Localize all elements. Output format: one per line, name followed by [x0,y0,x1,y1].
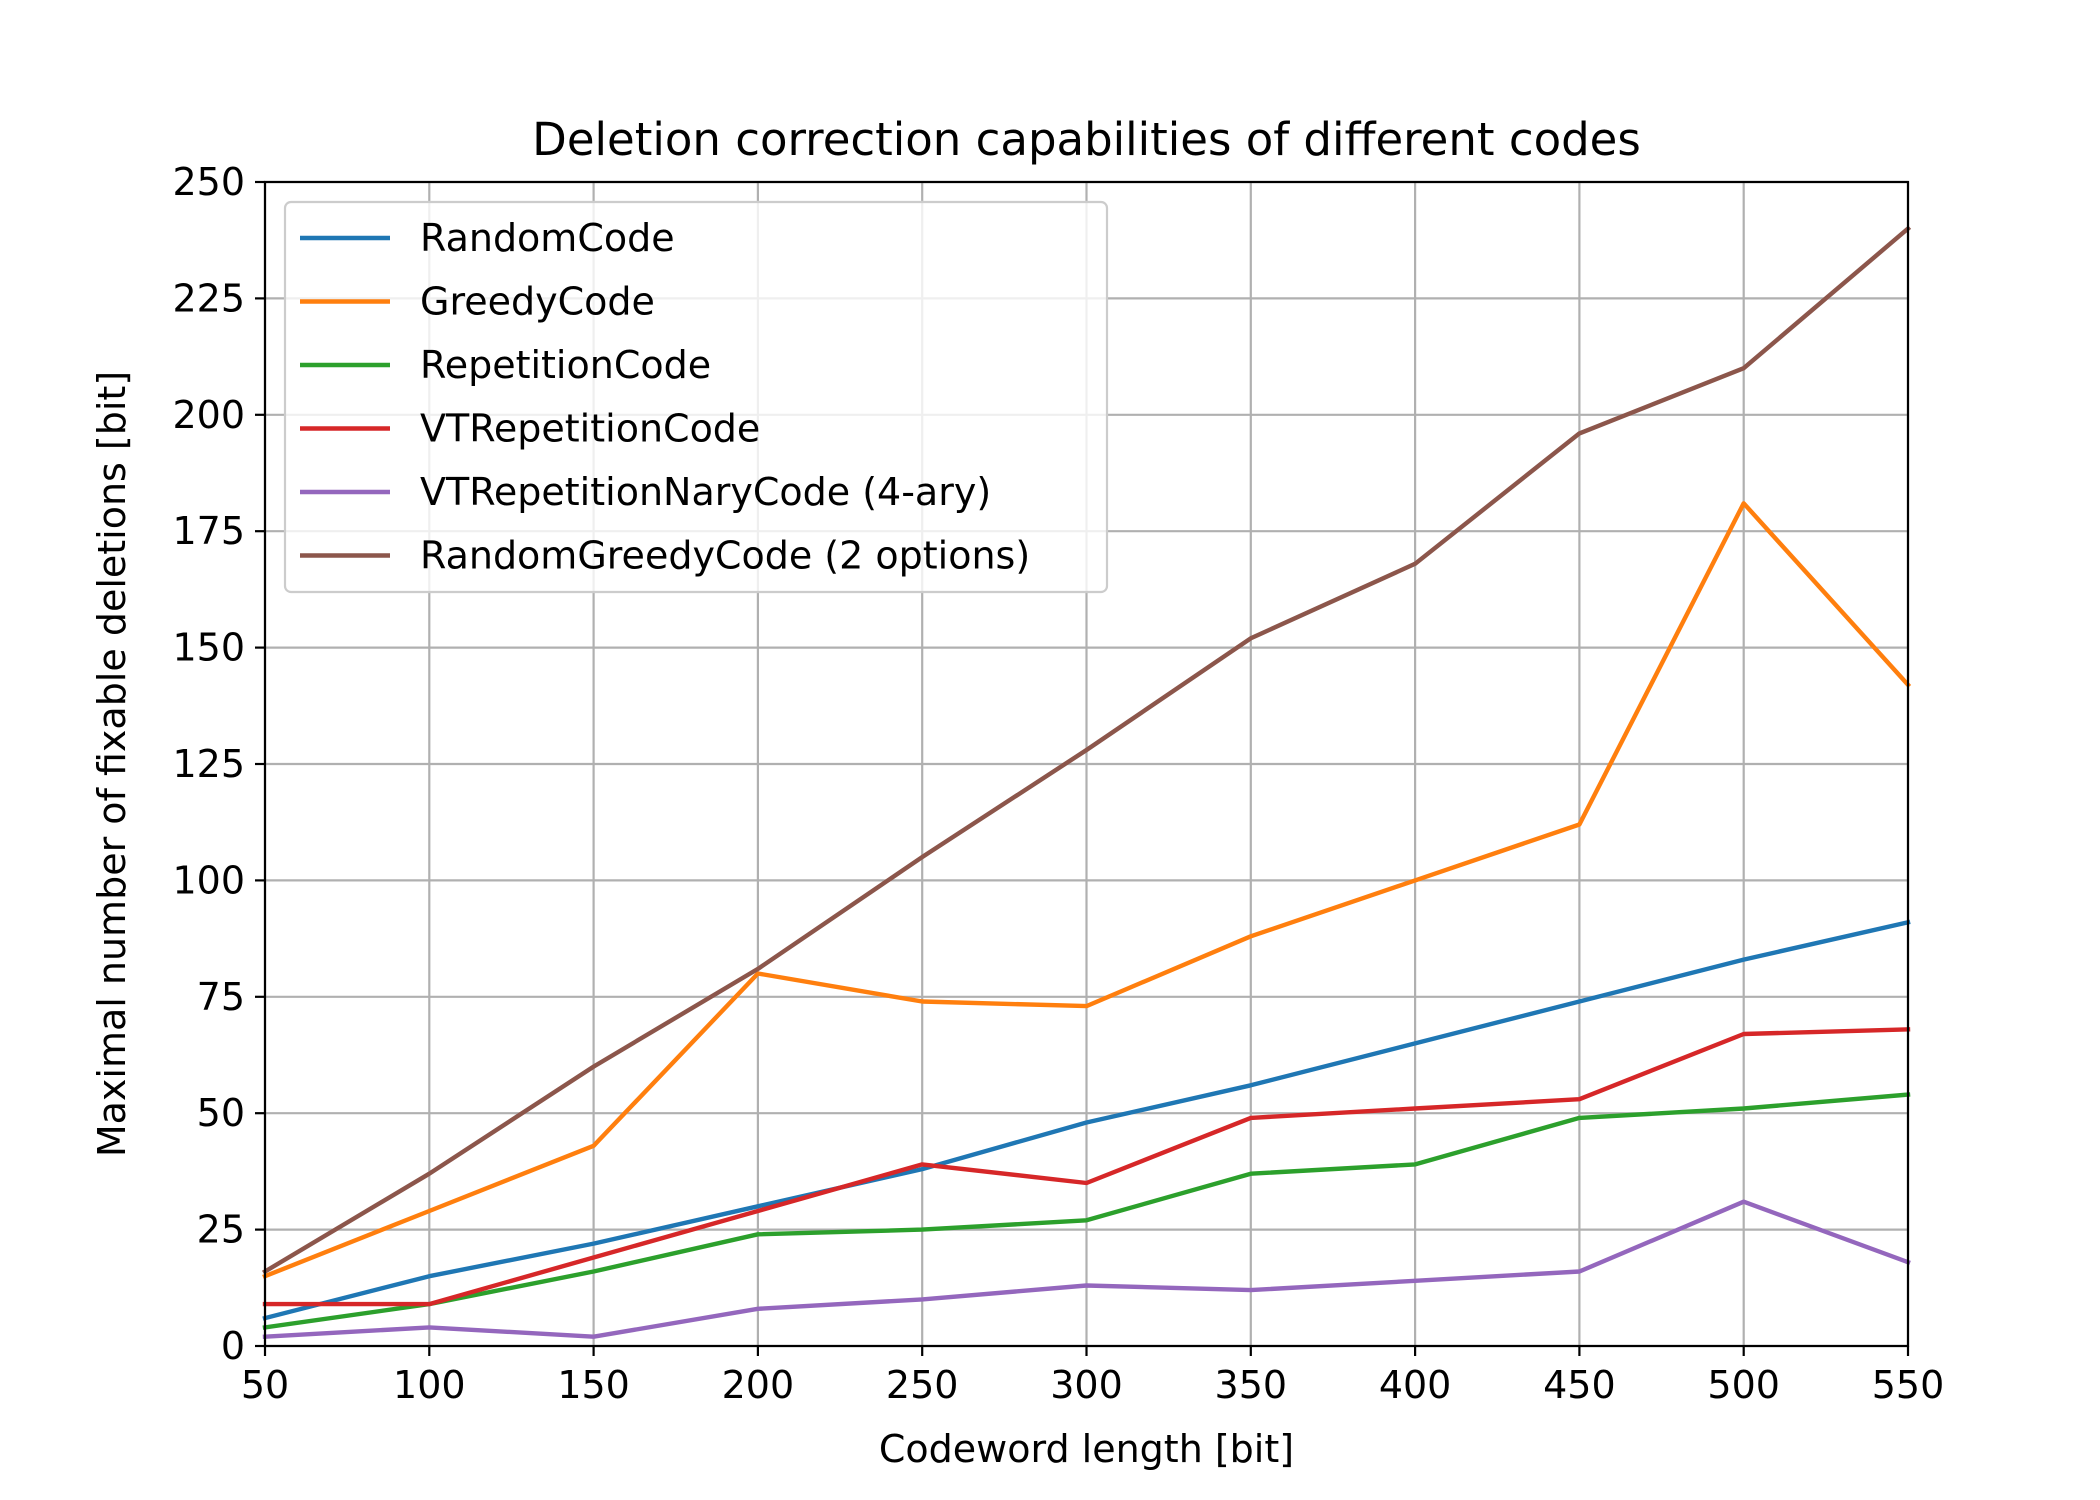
x-tick-label: 100 [393,1363,466,1407]
y-tick-label: 0 [221,1324,245,1368]
series-line-vtrepetitionnarycode-4-ary [262,1199,1911,1340]
legend-label-repetitioncode: RepetitionCode [420,343,711,387]
legend-label-greedycode: GreedyCode [420,280,655,324]
series-line-repetitioncode [262,1092,1911,1330]
x-tick-label: 400 [1379,1363,1452,1407]
x-axis-ticks: 50 100 150 200 250 300 350 400 450 500 550 [241,1346,1944,1407]
y-tick-label: 50 [197,1091,245,1135]
legend-label-randomcode: RandomCode [420,216,675,260]
legend-label-randomgreedycode-2-options: RandomGreedyCode (2 options) [420,534,1030,578]
x-tick-label: 450 [1543,1363,1616,1407]
y-tick-label: 200 [172,393,245,437]
y-tick-label: 100 [172,858,245,902]
legend: RandomCode GreedyCode RepetitionCode VTRepe… [283,200,1109,594]
y-tick-label: 250 [172,160,245,204]
series-line-vtrepetitioncode [262,1027,1911,1307]
x-tick-label: 200 [722,1363,795,1407]
x-tick-label: 300 [1050,1363,1123,1407]
x-tick-label: 500 [1707,1363,1780,1407]
chart-title: Deletion correction capabilities of diff… [532,113,1641,166]
y-axis-label: Maximal number of fixable deletions [bit… [90,371,134,1157]
y-axis-ticks: 0 25 50 75 100 125 150 175 200 225 250 [172,160,265,1368]
series-line-randomcode [262,919,1911,1321]
legend-label-vtrepetitioncode: VTRepetitionCode [420,407,760,451]
x-tick-label: 550 [1872,1363,1945,1407]
legend-box [283,200,1109,594]
x-axis-label: Codeword length [bit] [879,1427,1294,1471]
y-tick-label: 150 [172,626,245,670]
y-tick-label: 175 [172,509,245,553]
series-line-randomgreedycode-2-options [261,225,1912,1275]
y-tick-label: 25 [197,1208,245,1252]
x-tick-label: 50 [241,1363,289,1407]
series-line-greedycode [262,501,1912,1280]
x-tick-label: 250 [886,1363,959,1407]
x-tick-label: 150 [557,1363,630,1407]
series-lines [261,225,1912,1340]
x-tick-label: 350 [1215,1363,1288,1407]
y-tick-label: 75 [197,975,245,1019]
y-tick-label: 125 [172,742,245,786]
legend-label-vtrepetitionnarycode-4-ary: VTRepetitionNaryCode (4-ary) [420,470,991,514]
y-tick-label: 225 [172,276,245,320]
